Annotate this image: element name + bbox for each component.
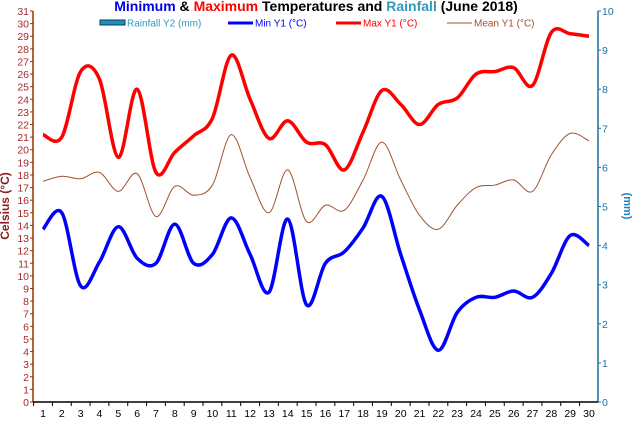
y-tick-label: 3 <box>23 359 29 371</box>
x-tick-label: 27 <box>527 408 539 420</box>
series-group <box>41 27 591 353</box>
x-tick-label: 19 <box>376 408 388 420</box>
y-tick-label: 30 <box>17 19 29 31</box>
y-tick-label: 5 <box>23 334 29 346</box>
y2-tick-label: 4 <box>602 241 608 253</box>
x-tick-label: 7 <box>153 408 159 420</box>
y-tick-label: 26 <box>17 69 29 81</box>
y2-tick-label: 9 <box>602 45 608 57</box>
x-tick-label: 23 <box>451 408 463 420</box>
x-tick-label: 16 <box>320 408 332 420</box>
x-tick-label: 12 <box>244 408 256 420</box>
x-tick-label: 15 <box>301 408 313 420</box>
x-tick-label: 22 <box>433 408 445 420</box>
y-tick-label: 27 <box>17 56 29 68</box>
x-tick-label: 26 <box>508 408 520 420</box>
title-part-5: (June 2018) <box>437 0 518 14</box>
x-tick-label: 14 <box>282 408 294 420</box>
x-tick-label: 11 <box>226 408 237 420</box>
y-tick-label: 12 <box>17 246 29 258</box>
y-tick-label: 31 <box>17 6 29 18</box>
legend-label-max: Max Y1 (°C) <box>363 19 417 30</box>
y-tick-label: 24 <box>17 94 29 106</box>
y-axis-label: Celsius (°C) <box>0 172 12 239</box>
title-part-2: Maximum <box>194 0 259 14</box>
y-tick-label: 28 <box>17 44 29 56</box>
y-tick-label: 7 <box>23 309 29 321</box>
title-part-0: Minimum <box>114 0 175 14</box>
legend: Rainfall Y2 (mm) Min Y1 (°C) Max Y1 (°C) Me… <box>99 19 535 30</box>
y-tick-label: 1 <box>23 384 29 396</box>
y-tick-label: 6 <box>23 321 29 333</box>
y2-tick-label: 6 <box>602 162 608 174</box>
axes: 0123456789101112131415161718192021222324… <box>17 6 614 420</box>
y-tick-label: 23 <box>17 107 29 119</box>
x-tick-label: 13 <box>263 408 275 420</box>
y2-axis-label: (mm) <box>621 193 633 220</box>
y2-tick-label: 0 <box>602 397 608 409</box>
y-tick-label: 8 <box>23 296 29 308</box>
y-tick-label: 13 <box>17 233 29 245</box>
y2-tick-label: 3 <box>602 280 608 292</box>
x-tick-label: 3 <box>78 408 84 420</box>
legend-label-rainfall: Rainfall Y2 (mm) <box>127 19 201 30</box>
y-tick-label: 11 <box>18 258 29 270</box>
title-part-4: Rainfall <box>386 0 437 14</box>
y-tick-label: 4 <box>23 347 29 359</box>
y-tick-label: 22 <box>17 120 29 132</box>
x-tick-label: 20 <box>395 408 407 420</box>
x-tick-label: 6 <box>134 408 140 420</box>
x-tick-label: 18 <box>357 408 369 420</box>
y-tick-label: 15 <box>17 208 29 220</box>
x-tick-label: 25 <box>489 408 501 420</box>
x-tick-label: 4 <box>97 408 103 420</box>
y-tick-label: 10 <box>17 271 29 283</box>
y2-tick-label: 7 <box>602 123 608 135</box>
y2-tick-label: 8 <box>602 84 608 96</box>
y-tick-label: 19 <box>17 157 29 169</box>
y-tick-label: 18 <box>17 170 29 182</box>
y-tick-label: 9 <box>23 283 29 295</box>
title-part-1: & <box>176 0 194 14</box>
x-tick-label: 9 <box>191 408 197 420</box>
legend-label-min: Min Y1 (°C) <box>255 19 307 30</box>
min-series-line <box>41 194 591 353</box>
y-tick-label: 0 <box>23 397 29 409</box>
y-tick-label: 25 <box>17 82 29 94</box>
max-series-line <box>42 27 590 177</box>
legend-label-mean: Mean Y1 (°C) <box>474 19 535 30</box>
x-tick-label: 24 <box>470 408 482 420</box>
y-tick-label: 17 <box>17 183 29 195</box>
x-tick-label: 30 <box>583 408 595 420</box>
y-tick-label: 14 <box>17 220 29 232</box>
y-tick-label: 2 <box>23 372 29 384</box>
y2-tick-label: 1 <box>602 358 608 370</box>
chart-title: Minimum & Maximum Temperatures and Rainf… <box>114 0 518 14</box>
x-tick-label: 2 <box>59 408 65 420</box>
y2-tick-label: 5 <box>602 202 608 214</box>
x-tick-label: 28 <box>546 408 558 420</box>
y-tick-label: 20 <box>17 145 29 157</box>
x-tick-label: 17 <box>338 408 350 420</box>
x-tick-label: 21 <box>414 408 426 420</box>
mean-series-line <box>42 132 590 230</box>
x-tick-label: 1 <box>40 408 46 420</box>
x-tick-label: 10 <box>207 408 219 420</box>
legend-swatch-rainfall <box>99 19 126 26</box>
x-tick-label: 29 <box>564 408 576 420</box>
y-tick-label: 29 <box>17 31 29 43</box>
y2-tick-label: 10 <box>602 6 614 18</box>
x-tick-label: 8 <box>172 408 178 420</box>
y2-tick-label: 2 <box>602 319 608 331</box>
x-tick-label: 5 <box>115 408 121 420</box>
title-part-3: Temperatures and <box>258 0 386 14</box>
y-tick-label: 21 <box>17 132 29 144</box>
y-tick-label: 16 <box>17 195 29 207</box>
